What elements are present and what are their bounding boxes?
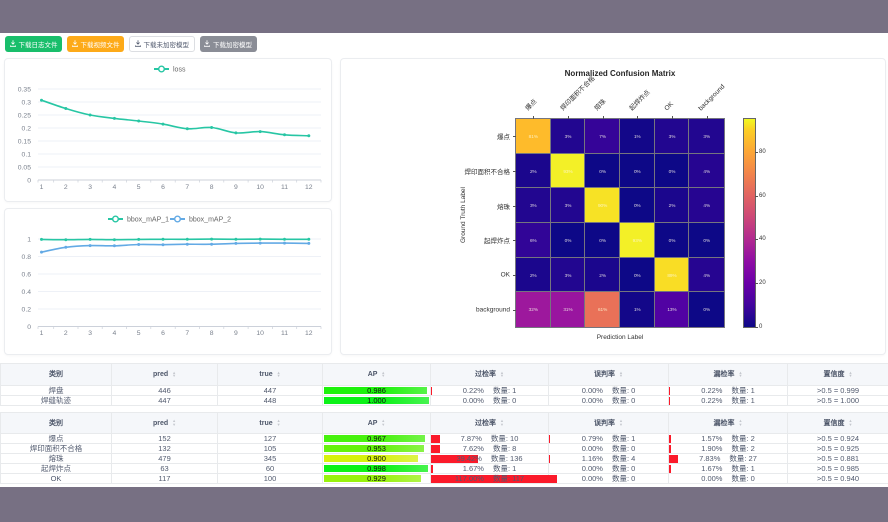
svg-text:0.6: 0.6 (22, 271, 32, 278)
svg-text:7: 7 (185, 184, 189, 191)
svg-text:11: 11 (281, 184, 288, 191)
svg-text:0.2: 0.2 (22, 125, 32, 132)
svg-text:4: 4 (113, 330, 117, 337)
svg-text:2: 2 (64, 184, 68, 191)
svg-text:2: 2 (64, 330, 68, 337)
svg-text:0: 0 (27, 177, 31, 184)
svg-text:5: 5 (137, 330, 141, 337)
svg-text:8: 8 (210, 330, 214, 337)
svg-text:3: 3 (88, 330, 92, 337)
svg-text:1: 1 (40, 330, 44, 337)
svg-text:11: 11 (281, 330, 288, 337)
svg-text:1: 1 (27, 236, 31, 243)
svg-text:0: 0 (27, 324, 31, 331)
svg-text:5: 5 (137, 184, 141, 191)
svg-text:9: 9 (234, 330, 238, 337)
svg-text:bbox_mAP_2: bbox_mAP_2 (189, 217, 231, 224)
svg-text:0.3: 0.3 (22, 99, 32, 106)
svg-text:0.8: 0.8 (22, 254, 32, 261)
svg-text:7: 7 (185, 330, 189, 337)
svg-text:0.05: 0.05 (18, 164, 31, 171)
svg-text:0.35: 0.35 (18, 86, 31, 93)
svg-text:12: 12 (305, 184, 313, 191)
svg-text:10: 10 (256, 184, 264, 191)
svg-text:4: 4 (113, 184, 117, 191)
svg-text:3: 3 (88, 184, 92, 191)
svg-text:0.4: 0.4 (22, 289, 32, 296)
svg-text:10: 10 (256, 330, 264, 337)
svg-text:1: 1 (40, 184, 44, 191)
svg-text:6: 6 (161, 184, 165, 191)
svg-text:0.2: 0.2 (22, 306, 32, 313)
svg-text:0.25: 0.25 (18, 112, 31, 119)
svg-text:12: 12 (305, 330, 313, 337)
svg-text:loss: loss (173, 67, 186, 74)
svg-text:0.1: 0.1 (22, 151, 32, 158)
svg-text:0.15: 0.15 (18, 138, 31, 145)
svg-text:9: 9 (234, 184, 238, 191)
svg-text:bbox_mAP_1: bbox_mAP_1 (127, 217, 169, 224)
svg-text:6: 6 (161, 330, 165, 337)
svg-text:8: 8 (210, 184, 214, 191)
